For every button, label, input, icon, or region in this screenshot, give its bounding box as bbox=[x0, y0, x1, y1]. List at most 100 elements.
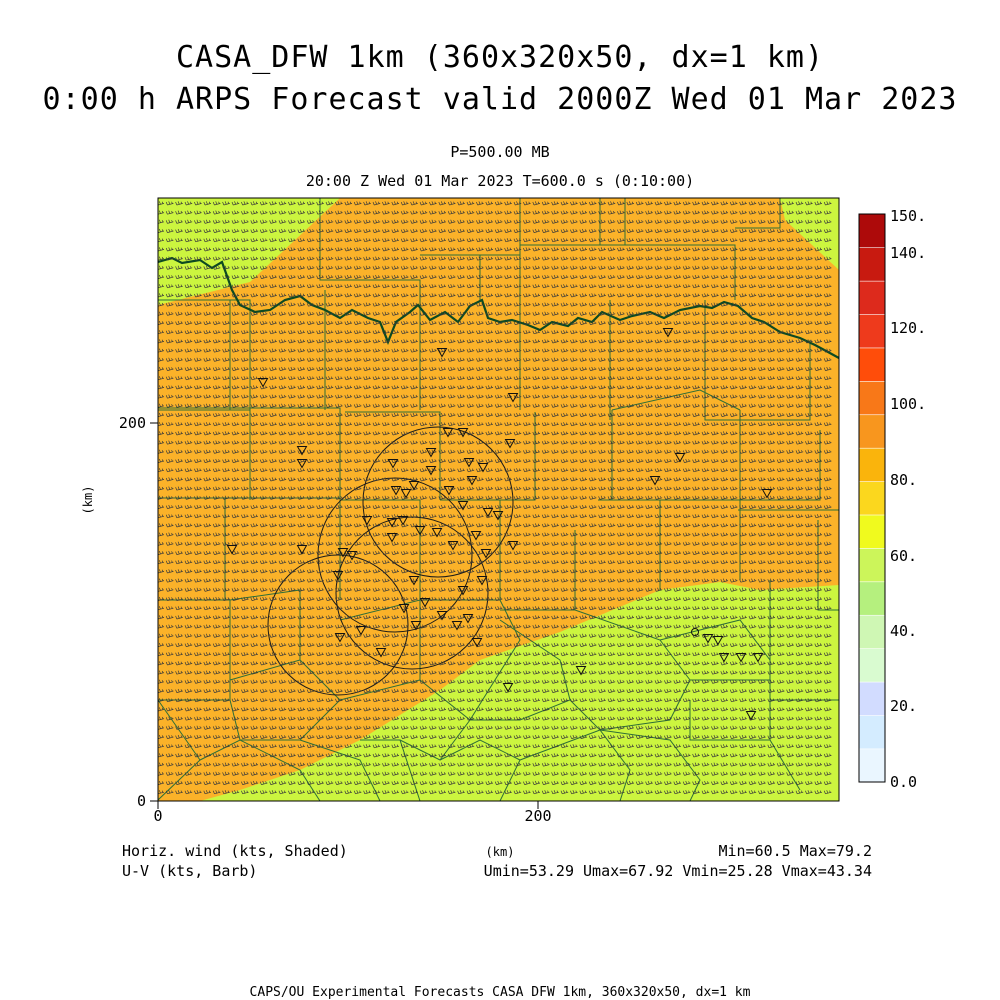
wind-barb bbox=[682, 734, 691, 739]
wind-barb bbox=[250, 606, 259, 611]
wind-barb bbox=[297, 238, 306, 243]
wind-barb bbox=[645, 339, 653, 344]
wind-barb bbox=[222, 661, 230, 666]
wind-barb bbox=[391, 780, 400, 785]
station-triangle bbox=[425, 466, 437, 476]
wind-barb bbox=[748, 744, 757, 749]
wind-barb bbox=[288, 228, 296, 233]
wind-barb bbox=[607, 238, 616, 243]
wind-barb bbox=[382, 431, 390, 436]
wind-barb bbox=[353, 633, 362, 638]
wind-barb bbox=[165, 477, 174, 482]
wind-barb bbox=[363, 642, 371, 647]
wind-barb bbox=[363, 477, 371, 482]
wind-barb bbox=[795, 744, 804, 749]
wind-barb bbox=[241, 403, 249, 408]
wind-barb bbox=[523, 661, 531, 666]
wind-barb bbox=[429, 477, 437, 482]
wind-barb bbox=[729, 403, 738, 408]
wind-barb bbox=[739, 477, 747, 482]
wind-barb bbox=[814, 265, 823, 270]
wind-barb bbox=[400, 495, 409, 500]
wind-barb bbox=[363, 376, 371, 381]
wind-barb bbox=[203, 550, 212, 555]
wind-barb bbox=[823, 596, 832, 601]
wind-barb bbox=[720, 541, 729, 546]
wind-barb bbox=[504, 403, 512, 408]
wind-barb bbox=[588, 486, 597, 491]
wind-barb bbox=[786, 357, 794, 362]
wind-barb bbox=[654, 219, 663, 224]
wind-barb bbox=[325, 348, 334, 353]
wind-barb bbox=[222, 265, 230, 270]
wind-barb bbox=[682, 210, 691, 215]
wind-barb bbox=[541, 219, 550, 224]
wind-barb bbox=[259, 238, 268, 243]
wind-barb bbox=[494, 228, 503, 233]
wind-barb bbox=[692, 431, 700, 436]
wind-barb bbox=[598, 302, 606, 307]
wind-barb bbox=[212, 274, 221, 279]
wind-barb bbox=[814, 670, 823, 675]
wind-barb bbox=[617, 532, 625, 537]
wind-barb bbox=[447, 412, 456, 417]
wind-barb bbox=[391, 504, 400, 509]
wind-barb bbox=[466, 725, 475, 730]
wind-barb bbox=[391, 790, 400, 795]
wind-barb bbox=[325, 550, 334, 555]
wind-barb bbox=[410, 670, 418, 675]
wind-barb bbox=[748, 265, 757, 270]
wind-barb bbox=[241, 320, 249, 325]
wind-barb bbox=[692, 440, 700, 445]
wind-barb bbox=[701, 320, 710, 325]
wind-barb bbox=[692, 385, 700, 390]
wind-barb bbox=[372, 652, 381, 657]
wind-barb bbox=[203, 284, 212, 289]
wind-barb bbox=[504, 311, 512, 316]
wind-barb bbox=[711, 201, 719, 206]
wind-barb bbox=[579, 734, 588, 739]
wind-barb bbox=[259, 357, 268, 362]
wind-barb bbox=[203, 293, 212, 298]
wind-barb bbox=[391, 587, 400, 592]
wind-barb bbox=[429, 707, 437, 712]
wind-barb bbox=[466, 468, 475, 473]
wind-barb bbox=[513, 606, 522, 611]
wind-barb bbox=[438, 523, 447, 528]
wind-barb bbox=[607, 449, 616, 454]
wind-barb bbox=[363, 238, 371, 243]
wind-barb bbox=[504, 376, 512, 381]
wind-barb bbox=[607, 780, 616, 785]
station-triangle bbox=[462, 614, 474, 624]
wind-barb bbox=[635, 615, 644, 620]
wind-barb bbox=[823, 274, 832, 279]
uv-stats-label: Umin=53.29 Umax=67.92 Vmin=25.28 Vmax=43… bbox=[483, 862, 872, 880]
wind-barb bbox=[457, 495, 465, 500]
wind-barb bbox=[494, 624, 503, 629]
wind-barb bbox=[617, 348, 625, 353]
wind-barb bbox=[203, 238, 212, 243]
wind-barb bbox=[400, 541, 409, 546]
wind-barb bbox=[729, 431, 738, 436]
wind-barb bbox=[447, 265, 456, 270]
wind-barb bbox=[335, 652, 343, 657]
wind-barb bbox=[158, 606, 165, 611]
wind-barb bbox=[175, 523, 183, 528]
wind-barb bbox=[391, 284, 400, 289]
wind-barb bbox=[429, 394, 437, 399]
wind-barb bbox=[720, 422, 729, 427]
wind-barb bbox=[729, 587, 738, 592]
wind-barb bbox=[165, 348, 174, 353]
wind-barb bbox=[805, 284, 813, 289]
wind-barb bbox=[447, 320, 456, 325]
wind-barb bbox=[184, 330, 193, 335]
wind-barb bbox=[429, 330, 437, 335]
wind-barb bbox=[701, 734, 710, 739]
wind-barb bbox=[184, 790, 193, 795]
wind-barb bbox=[720, 550, 729, 555]
wind-barb bbox=[476, 458, 484, 463]
wind-barb bbox=[158, 385, 165, 390]
wind-barb bbox=[767, 744, 776, 749]
wind-barb bbox=[814, 569, 823, 574]
wind-barb bbox=[541, 394, 550, 399]
